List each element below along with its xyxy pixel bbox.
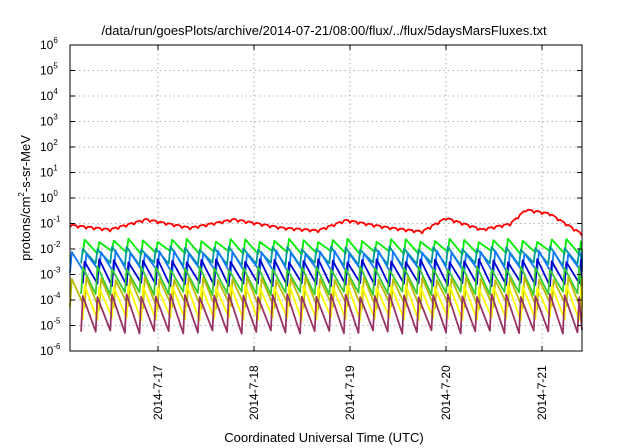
series-group <box>69 208 583 335</box>
x-tick-label: 2014-7-18 <box>247 365 261 420</box>
y-axis-ticks: 10-6 10-5 10-4 10-3 10-2 10-1 100 101 102 103 104 1… <box>40 36 582 358</box>
flux-series-line <box>81 283 583 322</box>
y-tick-label: 102 <box>40 138 58 154</box>
x-tick-label: 2014-7-21 <box>535 365 549 420</box>
chart-title: /data/run/goesPlots/archive/2014-07-21/0… <box>101 23 547 38</box>
y-tick-label: 101 <box>40 164 58 180</box>
y-tick-label: 10-6 <box>40 342 61 358</box>
y-tick-label: 104 <box>40 87 58 103</box>
y-tick-label: 103 <box>40 113 58 129</box>
y-tick-label: 10-4 <box>40 291 61 307</box>
grid-lines <box>70 45 582 351</box>
x-tick-label: 2014-7-20 <box>439 365 453 420</box>
flux-series-line <box>80 245 583 267</box>
flux-series-line <box>81 258 583 288</box>
y-tick-label: 10-2 <box>40 240 61 256</box>
y-axis-label: protons/cm2-s-sr-MeV <box>17 135 33 261</box>
y-tick-label: 10-5 <box>40 317 61 333</box>
x-tick-label: 2014-7-19 <box>343 365 357 420</box>
y-tick-label: 10-1 <box>40 215 61 231</box>
y-tick-label: 100 <box>40 189 58 205</box>
flux-series-line <box>80 265 583 296</box>
x-axis-label: Coordinated Universal Time (UTC) <box>224 430 423 445</box>
flux-series-line <box>69 208 583 237</box>
flux-series-line <box>80 293 583 335</box>
y-tick-label: 106 <box>40 36 58 52</box>
y-tick-label: 10-3 <box>40 266 61 282</box>
y-tick-label: 105 <box>40 62 58 78</box>
x-tick-label: 2014-7-17 <box>151 365 165 420</box>
flux-series-line <box>69 276 583 311</box>
x-axis-ticks: 2014-7-17 2014-7-18 2014-7-19 2014-7-20 2014… <box>151 45 549 420</box>
